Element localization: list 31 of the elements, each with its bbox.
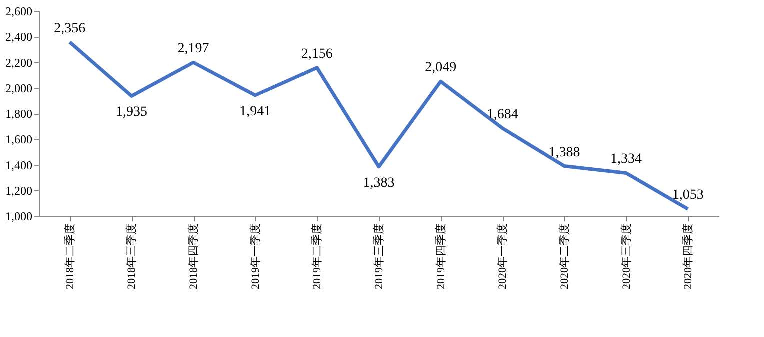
x-tick-label: 2020年三季度 (620, 224, 633, 290)
data-label: 2,197 (178, 42, 210, 57)
x-tick-label: 2020年四季度 (682, 224, 695, 290)
x-tick-label: 2018年二季度 (63, 224, 76, 290)
x-tick-label: 2020年二季度 (558, 224, 571, 290)
data-label: 2,156 (301, 46, 333, 62)
data-label: 1,383 (363, 176, 395, 191)
y-tick-label: 1,000 (6, 210, 32, 224)
data-label: 2,049 (425, 60, 457, 76)
x-tick-label: 2019年三季度 (372, 224, 386, 290)
x-tick-label: 2019年一季度 (248, 224, 262, 290)
x-tick-label: 2018年四季度 (187, 224, 200, 290)
y-tick-label: 1,800 (6, 107, 32, 121)
y-tick-label: 2,200 (6, 56, 32, 70)
data-label: 1,935 (116, 105, 148, 120)
y-tick-label: 2,000 (6, 81, 32, 96)
data-label: 1,334 (610, 152, 642, 168)
y-tick-label: 2,400 (6, 30, 32, 44)
x-tick-label: 2020年一季度 (496, 224, 510, 290)
y-tick-label: 1,400 (6, 158, 32, 172)
y-tick-label: 1,600 (6, 132, 32, 147)
y-tick-label: 2,600 (6, 4, 32, 18)
data-label: 2,356 (54, 21, 86, 36)
x-tick-label: 2019年二季度 (310, 224, 324, 290)
data-label: 1,388 (548, 145, 580, 160)
x-tick-label: 2018年三季度 (125, 224, 138, 290)
data-label: 1,941 (240, 104, 272, 120)
data-label: 1,053 (672, 188, 704, 204)
data-label: 1,684 (486, 107, 518, 122)
y-tick-label: 1,200 (6, 184, 32, 198)
x-tick-label: 2019年四季度 (434, 224, 448, 290)
